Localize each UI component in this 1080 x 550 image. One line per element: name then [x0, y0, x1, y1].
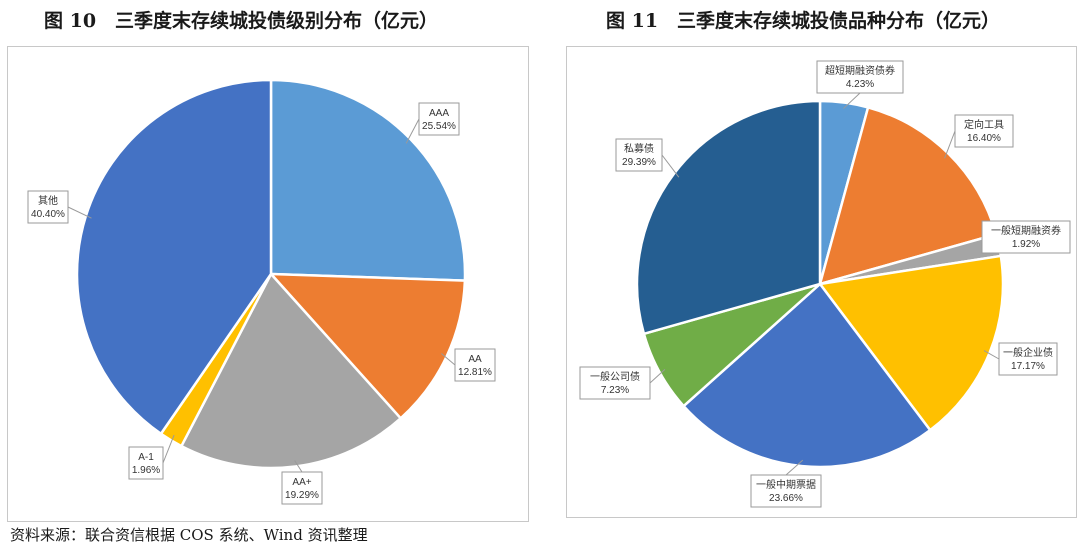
- label-box: [615, 138, 663, 172]
- pie-labels: 超短期融资债券 4.23% 定向工具 16.40% 一般短期融资券 1.92% 一般企业债 1…: [579, 60, 1071, 508]
- slice-percent-label: 40.40%: [31, 209, 65, 220]
- slice-percent-label: 7.23%: [601, 385, 629, 396]
- slice-percent-label: 29.39%: [622, 157, 656, 168]
- label-box: [954, 114, 1014, 148]
- slice-category-label: 超短期融资债券: [825, 64, 895, 77]
- pie-labels: AAA 25.54% AA 12.81% AA+ 19.29% A-1 1.96% 其他 40.4…: [27, 102, 496, 505]
- label-box: [27, 190, 69, 224]
- label-box: [454, 348, 496, 382]
- slice-category-label: AA: [468, 354, 482, 365]
- leader-line: [162, 434, 175, 464]
- source-note: 资料来源：联合资信根据 COS 系统、Wind 资讯整理: [10, 526, 368, 544]
- data-label-directional: 定向工具 16.40%: [944, 114, 1014, 159]
- data-label-mtn: 一般中期票据 23.66%: [750, 459, 822, 508]
- slice-category-label: 私募债: [624, 142, 654, 155]
- slice-percent-label: 19.29%: [285, 490, 319, 501]
- data-label-aaplus: AA+ 19.29%: [281, 460, 323, 505]
- leader-line: [661, 154, 680, 178]
- data-label-aaa: AAA 25.54%: [405, 102, 460, 144]
- slice-category-label: 其他: [38, 194, 58, 207]
- data-label-private: 私募债 29.39%: [615, 138, 680, 178]
- slice-category-label: 定向工具: [964, 118, 1004, 131]
- label-box: [579, 366, 651, 400]
- data-label-aa: AA 12.81%: [441, 348, 496, 382]
- slice-percent-label: 1.96%: [132, 465, 160, 476]
- pie-chart-type: 超短期融资债券 4.23% 定向工具 16.40% 一般短期融资券 1.92% 一般企业债 1…: [579, 60, 1071, 508]
- leader-line: [294, 460, 303, 473]
- leader-line: [785, 459, 804, 476]
- data-label-a1: A-1 1.96%: [128, 434, 175, 480]
- data-label-other: 其他 40.40%: [27, 190, 92, 224]
- pie-slice-aaa: [269, 78, 467, 282]
- pie-slice-directional: [818, 106, 998, 286]
- label-box: [418, 102, 460, 136]
- pie-slices: [75, 78, 467, 470]
- label-box: [281, 471, 323, 505]
- slice-percent-label: 4.23%: [846, 79, 874, 90]
- pie-slice-other: [75, 78, 273, 436]
- pie-slice-enterprise: [818, 254, 1005, 432]
- chart-panel-rating: AAA 25.54% AA 12.81% AA+ 19.29% A-1 1.96% 其他 40.4…: [7, 46, 529, 522]
- figure-10-title: 图 10 三季度末存续城投债级别分布（亿元）: [44, 10, 439, 32]
- data-label-enterprise: 一般企业债 17.17%: [983, 342, 1058, 376]
- label-box: [998, 342, 1058, 376]
- slice-category-label: A-1: [138, 452, 154, 463]
- leader-line: [843, 92, 861, 109]
- pie-slice-aa: [269, 272, 467, 420]
- pie-slice-private: [635, 99, 822, 336]
- slice-percent-label: 25.54%: [422, 121, 456, 132]
- slice-percent-label: 16.40%: [967, 133, 1001, 144]
- slice-percent-label: 1.92%: [1012, 239, 1040, 250]
- label-box: [816, 60, 904, 94]
- pie-chart-rating: AAA 25.54% AA 12.81% AA+ 19.29% A-1 1.96% 其他 40.4…: [27, 78, 496, 505]
- leader-line: [67, 206, 92, 219]
- leader-line: [983, 350, 1000, 360]
- slice-category-label: AA+: [292, 477, 311, 488]
- data-label-super-short: 超短期融资债券 4.23%: [816, 60, 904, 109]
- pie-slice-mtn: [682, 282, 932, 469]
- data-label-general-short: 一般短期融资券 1.92%: [981, 220, 1071, 254]
- slice-category-label: 一般短期融资券: [991, 224, 1061, 237]
- data-label-corporate: 一般公司债 7.23%: [579, 366, 666, 400]
- leader-line: [649, 368, 666, 384]
- leader-line: [405, 118, 420, 144]
- leader-line: [944, 130, 956, 159]
- pie-slices: [635, 99, 1005, 469]
- pie-slice-aaplus: [180, 272, 402, 470]
- chart-panel-type: 超短期融资债券 4.23% 定向工具 16.40% 一般短期融资券 1.92% 一般企业债 1…: [566, 46, 1077, 518]
- slice-category-label: 一般中期票据: [756, 478, 816, 491]
- figure-11-title: 图 11 三季度末存续城投债品种分布（亿元）: [606, 10, 1001, 32]
- label-box: [981, 220, 1071, 254]
- slice-category-label: AAA: [429, 108, 449, 119]
- label-box: [128, 446, 164, 480]
- slice-category-label: 一般企业债: [1003, 346, 1053, 359]
- slice-percent-label: 23.66%: [769, 493, 803, 504]
- slice-category-label: 一般公司债: [590, 370, 640, 383]
- slice-percent-label: 17.17%: [1011, 361, 1045, 372]
- slice-percent-label: 12.81%: [458, 367, 492, 378]
- leader-line: [441, 353, 456, 366]
- label-box: [750, 474, 822, 508]
